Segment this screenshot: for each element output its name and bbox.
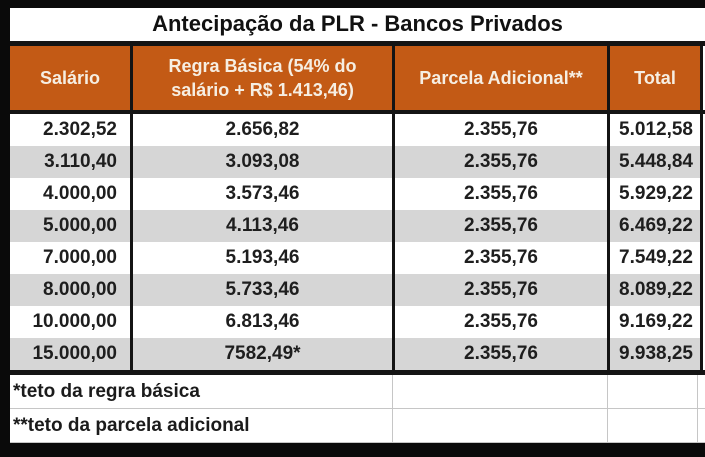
- table-row: 15.000,00 7582,49* 2.355,76 9.938,25: [10, 338, 700, 370]
- header-cell-salario: Salário: [39, 67, 101, 88]
- cell-salario: 3.110,40: [44, 151, 117, 172]
- table-body: 2.302,52 2.656,82 2.355,76 5.012,58 3.11…: [10, 114, 703, 370]
- cell-parcela-adicional: 2.355,76: [392, 274, 607, 306]
- cell-total: 9.169,22: [607, 306, 700, 338]
- cell-salario: 2.302,52: [43, 119, 117, 140]
- cell-regra-basica: 7582,49*: [130, 338, 392, 370]
- cell-salario: 7.000,00: [43, 247, 117, 268]
- table-row: 7.000,00 5.193,46 2.355,76 7.549,22: [10, 242, 700, 274]
- cell-parcela-adicional: 2.355,76: [392, 210, 607, 242]
- table-row: 10.000,00 6.813,46 2.355,76 9.169,22: [10, 306, 700, 338]
- footnote-row: **teto da parcela adicional: [10, 409, 705, 443]
- table-row: 2.302,52 2.656,82 2.355,76 5.012,58: [10, 114, 700, 146]
- footnote-empty-cell: [607, 409, 705, 442]
- cell-parcela-adicional: 2.355,76: [392, 114, 607, 146]
- cell-parcela-adicional: 2.355,76: [392, 146, 607, 178]
- divider-above-footnotes: [10, 370, 705, 375]
- table-title: Antecipação da PLR - Bancos Privados: [152, 11, 563, 37]
- cell-total: 5.929,22: [607, 178, 700, 210]
- cell-regra-basica: 4.113,46: [130, 210, 392, 242]
- header-cell-parcela-adicional: Parcela Adicional**: [392, 45, 607, 110]
- table-title-row: Antecipação da PLR - Bancos Privados: [10, 8, 705, 41]
- cell-total: 8.089,22: [607, 274, 700, 306]
- cell-regra-basica: 5.733,46: [130, 274, 392, 306]
- header-cell-total: Total: [607, 45, 700, 110]
- cell-salario: 5.000,00: [43, 215, 117, 236]
- cell-regra-basica: 2.656,82: [130, 114, 392, 146]
- footnote-empty-cell: [392, 375, 607, 408]
- footnote-row: *teto da regra básica: [10, 375, 705, 409]
- divider-under-header: [10, 110, 705, 114]
- cell-parcela-adicional: 2.355,76: [392, 242, 607, 274]
- cell-total: 6.469,22: [607, 210, 700, 242]
- header-cell-regra-basica: Regra Básica (54% do salário + R$ 1.413,…: [130, 45, 392, 110]
- table-header-row: Salário Regra Básica (54% do salário + R…: [10, 45, 703, 110]
- cell-regra-basica: 3.093,08: [130, 146, 392, 178]
- cell-regra-basica: 6.813,46: [130, 306, 392, 338]
- cell-salario: 4.000,00: [43, 183, 117, 204]
- cell-total: 9.938,25: [607, 338, 700, 370]
- table-footnotes: *teto da regra básica **teto da parcela …: [10, 375, 705, 443]
- footnote-right-gridline: [697, 375, 698, 443]
- cell-regra-basica: 3.573,46: [130, 178, 392, 210]
- cell-total: 5.448,84: [607, 146, 700, 178]
- cell-regra-basica: 5.193,46: [130, 242, 392, 274]
- footnote-empty-cell: [392, 409, 607, 442]
- cell-total: 5.012,58: [607, 114, 700, 146]
- footnote-regra-basica: *teto da regra básica: [13, 380, 200, 402]
- footnote-empty-cell: [607, 375, 705, 408]
- footnote-parcela-adicional: **teto da parcela adicional: [13, 414, 250, 436]
- table-row: 3.110,40 3.093,08 2.355,76 5.448,84: [10, 146, 700, 178]
- cell-parcela-adicional: 2.355,76: [392, 306, 607, 338]
- table-row: 5.000,00 4.113,46 2.355,76 6.469,22: [10, 210, 700, 242]
- cell-salario: 15.000,00: [32, 343, 117, 364]
- cell-salario: 10.000,00: [32, 311, 117, 332]
- divider-under-title: [10, 40, 705, 46]
- cell-parcela-adicional: 2.355,76: [392, 178, 607, 210]
- cell-parcela-adicional: 2.355,76: [392, 338, 607, 370]
- cell-total: 7.549,22: [607, 242, 700, 274]
- cell-salario: 8.000,00: [43, 279, 117, 300]
- table-row: 8.000,00 5.733,46 2.355,76 8.089,22: [10, 274, 700, 306]
- plr-table: Antecipação da PLR - Bancos Privados Sal…: [10, 8, 705, 443]
- table-row: 4.000,00 3.573,46 2.355,76 5.929,22: [10, 178, 700, 210]
